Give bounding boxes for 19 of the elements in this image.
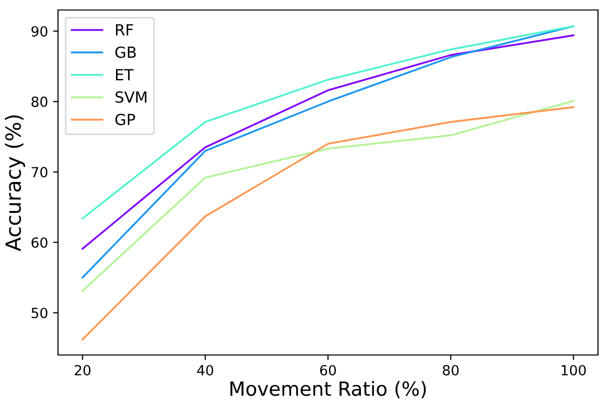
x-tick-label: 80	[442, 364, 459, 376]
legend-label: SVM	[116, 91, 146, 103]
y-tick-label: 80	[32, 96, 48, 108]
legend-label: RF	[116, 24, 134, 36]
y-tick-label: 90	[31, 26, 48, 37]
y-tick-label: 60	[32, 237, 48, 248]
legend-label: GB	[115, 46, 136, 58]
legend-label: ET	[116, 69, 134, 80]
y-axis-title: Accuracy (%)	[4, 115, 26, 252]
legend-label: GP	[115, 114, 136, 126]
x-tick-label: 20	[74, 364, 90, 376]
x-axis-title: Movement Ratio (%)	[230, 380, 426, 398]
y-tick-label: 50	[32, 308, 48, 318]
x-tick-label: 100	[562, 364, 586, 376]
line-series	[82, 25, 574, 220]
line-series	[82, 106, 574, 340]
x-tick-label: 60	[320, 364, 336, 376]
y-tick-label: 70	[32, 166, 48, 178]
x-tick-label: 40	[197, 364, 214, 376]
